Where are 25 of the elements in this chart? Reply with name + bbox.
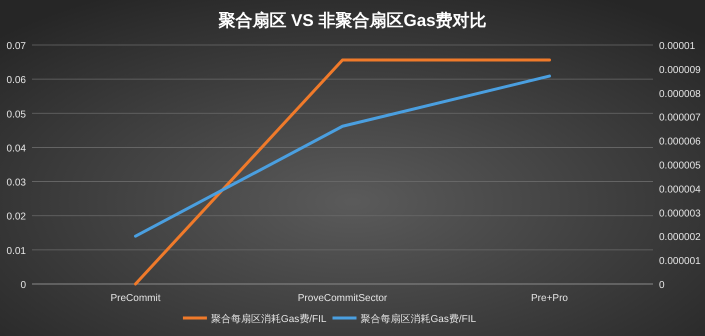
y-tick-label: 0 [20,280,26,291]
legend-label: 聚合每扇区消耗Gas费/FIL [210,313,327,325]
y2-tick-label: 0.000008 [659,88,702,100]
legend-label: 聚合每扇区消耗Gas费/FIL [360,313,477,325]
y2-tick-label: 0.000003 [659,208,702,220]
y-tick-label: 0.01 [6,246,26,257]
y-tick-label: 0.05 [6,109,26,120]
y2-tick-label: 0.000005 [659,160,702,172]
y-tick-label: 0.02 [6,212,26,223]
y-tick-label: 0.03 [6,178,26,189]
y2-tick-label: 0.000001 [659,256,702,268]
y2-tick-label: 0.00001 [659,41,696,52]
chart-title: 聚合扇区 VS 非聚合扇区Gas费对比 [217,11,487,30]
y2-tick-label: 0 [659,280,665,291]
y-tick-label: 0.06 [6,75,26,86]
x-tick-label: Pre+Pro [531,293,568,304]
y2-tick-label: 0.000002 [659,232,702,244]
y-tick-label: 0.04 [6,143,26,154]
y2-tick-label: 0.000006 [659,136,702,148]
x-tick-label: PreCommit [110,293,161,304]
y2-tick-label: 0.000009 [659,64,702,76]
y2-tick-label: 0.000004 [659,184,702,196]
x-tick-label: ProveCommitSector [298,293,388,304]
y2-tick-label: 0.000007 [659,112,702,124]
y-tick-label: 0.07 [6,41,26,52]
